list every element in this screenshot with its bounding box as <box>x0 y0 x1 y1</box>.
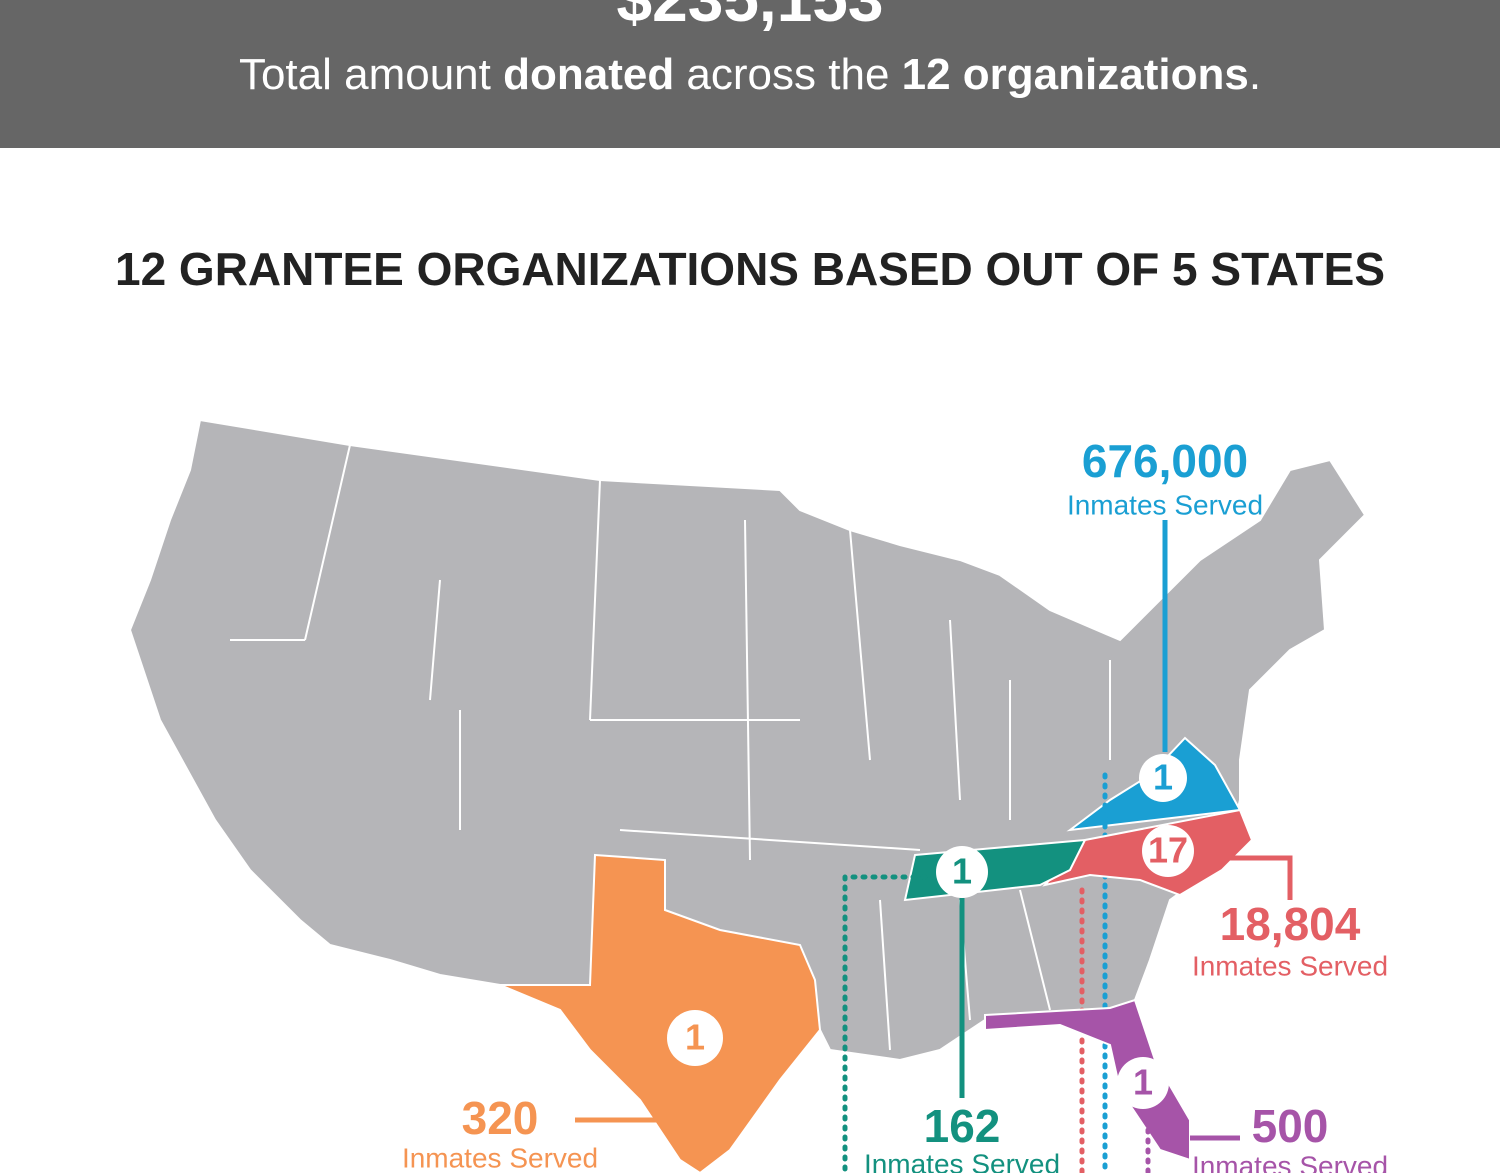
inmates-value: 162 <box>924 1100 1001 1152</box>
org-count: 1 <box>1153 757 1173 798</box>
subtitle: Total amount donated across the 12 organ… <box>0 50 1500 100</box>
subtitle-text: . <box>1248 50 1262 99</box>
header: $235,153 Total amount donated across the… <box>0 0 1500 148</box>
dotted-connector <box>842 874 938 1173</box>
state-borders <box>230 444 1111 1051</box>
inmates-caption: Inmates Served <box>864 1148 1060 1173</box>
org-count: 1 <box>1133 1062 1153 1103</box>
count-badge <box>667 1010 723 1066</box>
count-badge <box>936 846 988 898</box>
inmates-value: 320 <box>462 1092 539 1144</box>
subtitle-bold: 12 organizations <box>901 50 1249 99</box>
inmates-caption: Inmates Served <box>1067 489 1263 520</box>
state-highlight <box>984 998 1191 1162</box>
count-badge <box>1139 754 1187 802</box>
inmates-value: 500 <box>1252 1100 1329 1152</box>
inmates-caption: Inmates Served <box>1192 1150 1388 1173</box>
count-badge <box>1117 1057 1169 1109</box>
org-count: 17 <box>1148 830 1188 871</box>
subtitle-bold: donated <box>503 50 675 99</box>
org-count: 1 <box>685 1017 705 1058</box>
total-amount: $235,153 <box>0 0 1500 36</box>
section-title: 12 GRANTEE ORGANIZATIONS BASED OUT OF 5 … <box>115 243 1385 295</box>
state-highlight <box>499 853 822 1173</box>
inmates-value: 676,000 <box>1082 435 1248 487</box>
connector <box>1196 855 1293 900</box>
inmates-caption: Inmates Served <box>1192 950 1388 981</box>
inmates-value: 18,804 <box>1220 898 1361 950</box>
org-count: 1 <box>952 851 972 892</box>
subtitle-text: across the <box>674 50 902 99</box>
count-badge <box>1142 825 1194 877</box>
inmates-caption: Inmates Served <box>402 1142 598 1173</box>
subtitle-text: Total amount <box>238 50 504 99</box>
